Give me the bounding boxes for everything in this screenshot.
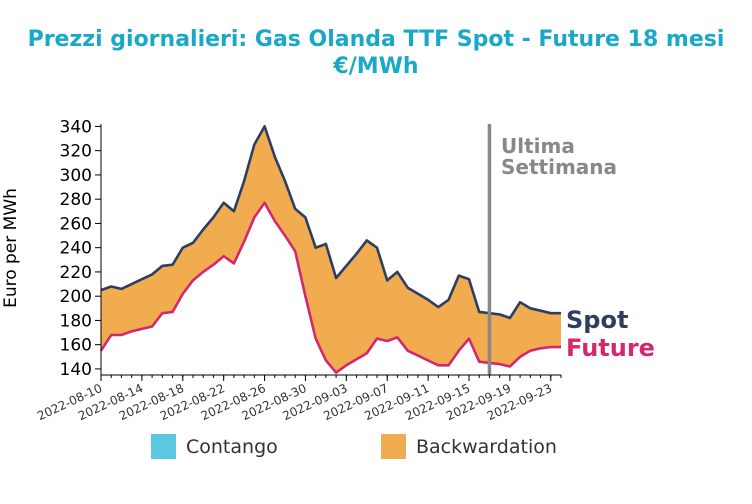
y-tick-label: 240 [60,239,92,259]
legend-label-contango: Contango [186,436,278,458]
vline-label-line2: Settimana [501,155,617,179]
legend-label-backwardation: Backwardation [416,436,557,458]
future-series-line [99,201,561,374]
future-end-label: Future [566,334,655,362]
spot-end-label: Spot [566,306,628,334]
y-tick-label: 160 [60,336,92,356]
y-tick-label: 200 [60,287,92,307]
legend-swatch-backwardation [381,434,406,459]
y-tick-label: 300 [60,166,92,186]
y-tick-label: 340 [60,117,92,137]
y-tick-label: 140 [60,360,92,380]
spot-series-line [100,125,561,320]
chart-subtitle: €/MWh [332,54,418,79]
chart-title: Prezzi giornalieri: Gas Olanda TTF Spot … [28,27,725,52]
legend: Contango Backwardation [151,434,557,459]
legend-swatch-contango [151,434,176,459]
y-tick-label: 320 [60,142,92,162]
backwardation-area [101,126,561,373]
vline-label-line1: Ultima [501,134,575,158]
y-tick-label: 220 [60,263,92,283]
y-tick-label: 260 [60,214,92,234]
series-lines-layer [99,125,561,374]
y-axis-label: Euro per MWh [1,188,21,308]
axes: 1401601802002202402602803003203402022-08… [35,117,562,423]
y-tick-label: 180 [60,311,92,331]
backwardation-area-layer [101,126,561,373]
y-tick-label: 280 [60,190,92,210]
